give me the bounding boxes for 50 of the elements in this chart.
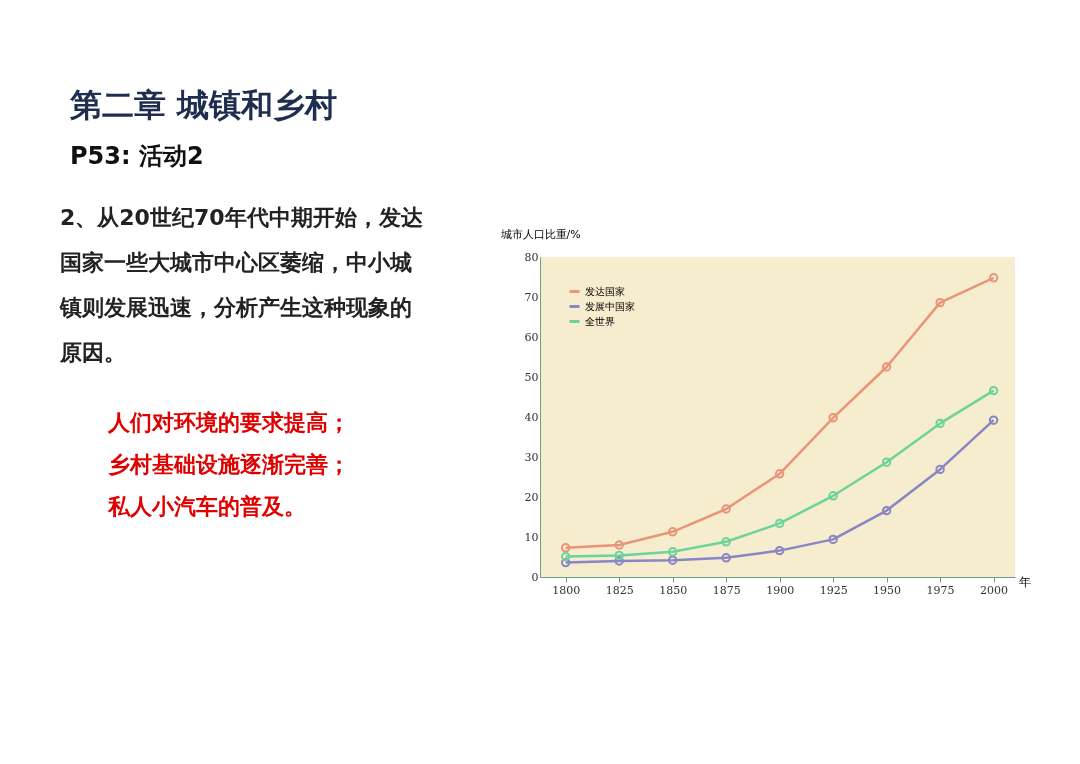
point: [828, 413, 838, 423]
text: 私人小汽车的普及。: [107, 494, 306, 519]
point: [721, 537, 731, 547]
text: 2、从20世纪70年代中期开始，发达国家一些大城市中心区萎缩，中小城镇则发展迅速，分析产生这种现象的原因。: [59, 205, 423, 365]
point: [667, 555, 678, 565]
y-axis-title: 城市人口比重/%: [499, 227, 581, 241]
text: 乡村基础设施逐渐完善；: [108, 452, 350, 477]
y-tick-label: 50: [524, 370, 539, 384]
point: [774, 545, 785, 556]
point: [667, 547, 678, 557]
x-tick-label: 1950: [873, 583, 902, 597]
x-tick-label: 1800: [552, 583, 581, 597]
point: [881, 457, 892, 467]
point: [935, 418, 945, 429]
y-tick-label: 30: [524, 450, 539, 464]
point: [881, 362, 892, 372]
y-tick-label: 60: [524, 330, 539, 344]
text: 人们对环境的要求提高；: [107, 410, 350, 435]
x-tick-label: 1925: [819, 583, 848, 597]
y-tick-label: 10: [524, 530, 539, 544]
legend-label: 发达国家: [585, 285, 625, 297]
point: [667, 527, 678, 537]
y-tick-label: 70: [524, 290, 539, 304]
x-tick-label: 1975: [926, 583, 955, 597]
text: 第二章 城镇和乡村: [69, 86, 338, 125]
x-axis-title: 年: [1018, 574, 1031, 589]
point: [774, 518, 785, 529]
point: [721, 553, 731, 563]
point: [828, 491, 838, 501]
x-tick-label: 1900: [766, 583, 795, 597]
legend-label: 全世界: [585, 315, 615, 327]
y-tick-label: 40: [524, 410, 539, 424]
y-tick-label: 20: [524, 490, 539, 504]
point: [774, 469, 785, 479]
point: [614, 540, 624, 550]
point: [614, 556, 624, 566]
point: [614, 550, 624, 561]
point: [935, 297, 945, 308]
x-tick-label: 1825: [605, 583, 634, 597]
point: [881, 505, 892, 516]
point: [828, 534, 838, 545]
y-tick-label: 80: [524, 250, 539, 264]
x-tick-label: 1875: [712, 583, 741, 597]
point: [721, 504, 731, 514]
point: [935, 464, 945, 475]
y-tick-label: 0: [531, 570, 539, 584]
legend-label: 发展中国家: [585, 300, 635, 312]
x-tick-label: 1850: [659, 583, 688, 597]
text: P53: 活动2: [70, 142, 204, 171]
x-tick-label: 2000: [980, 583, 1009, 597]
